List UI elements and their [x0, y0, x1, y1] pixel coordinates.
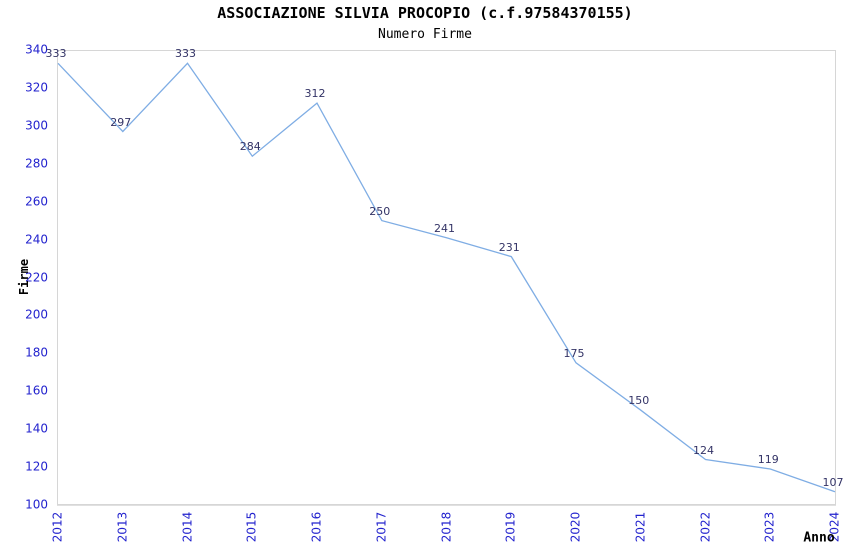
x-tick-label: 2017 — [374, 511, 389, 543]
value-label: 119 — [757, 452, 779, 466]
y-tick-label: 300 — [25, 118, 48, 133]
x-axis-title: Anno — [803, 530, 835, 546]
plot-area — [57, 50, 836, 505]
x-tick-label: 2018 — [439, 511, 453, 543]
chart-title: ASSOCIAZIONE SILVIA PROCOPIO (c.f.975843… — [217, 4, 633, 22]
y-tick-label: 220 — [25, 270, 48, 284]
x-tick-label: 2014 — [180, 511, 194, 543]
y-tick-label: 240 — [25, 232, 48, 247]
y-tick-label: 140 — [25, 421, 48, 436]
value-label: 312 — [304, 87, 326, 101]
value-label: 150 — [628, 394, 650, 408]
value-label: 231 — [498, 240, 520, 254]
value-label: 107 — [822, 475, 844, 489]
y-tick-label: 200 — [25, 307, 48, 322]
x-tick-label: 2016 — [309, 511, 324, 543]
y-tick-label: 340 — [25, 42, 48, 57]
y-tick-label: 100 — [25, 497, 48, 512]
value-label: 284 — [239, 140, 261, 154]
value-label: 333 — [45, 47, 67, 61]
value-label: 241 — [434, 221, 455, 235]
y-tick-label: 180 — [25, 345, 48, 360]
x-tick-label: 2023 — [762, 511, 777, 543]
value-label: 124 — [693, 443, 714, 457]
x-tick-label: 2022 — [698, 511, 712, 543]
value-label: 250 — [369, 204, 391, 218]
y-tick-label: 320 — [25, 80, 48, 95]
chart-subtitle: Numero Firme — [378, 27, 472, 42]
gridline — [57, 504, 836, 506]
value-label: 175 — [563, 346, 585, 360]
y-axis-title: Firme — [17, 258, 31, 296]
value-label: 297 — [110, 115, 132, 129]
x-tick-label: 2019 — [503, 511, 518, 543]
value-label: 333 — [175, 47, 196, 61]
x-tick-label: 2012 — [50, 511, 65, 543]
y-tick-label: 160 — [25, 383, 48, 398]
y-tick-label: 280 — [25, 156, 48, 171]
x-tick-label: 2013 — [115, 511, 130, 543]
y-tick-label: 120 — [25, 459, 48, 474]
x-tick-label: 2020 — [568, 511, 583, 543]
x-tick-label: 2015 — [244, 511, 259, 543]
y-tick-label: 260 — [25, 194, 48, 209]
x-tick-label: 2021 — [633, 511, 648, 543]
